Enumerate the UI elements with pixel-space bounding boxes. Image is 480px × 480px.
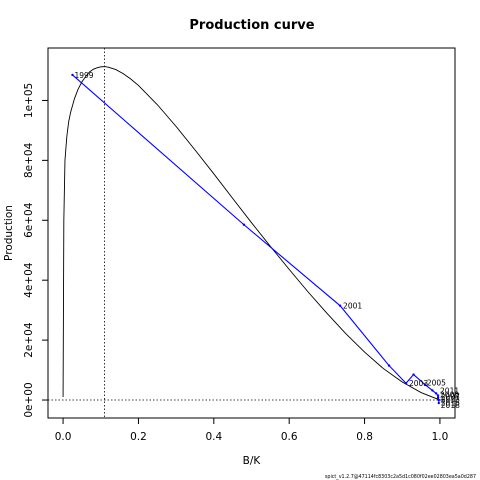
trajectory-point	[412, 373, 415, 376]
x-tick-label: 0.0	[55, 431, 72, 443]
footer-version: spict_v1.2.7@47114fc8303c2a5d1c080f02ee0…	[325, 474, 476, 480]
y-axis: 0e+00 2e+04 4e+04 6e+04 8e+04 1e+05	[23, 83, 48, 418]
trajectory-point	[436, 396, 440, 399]
trajectory-point	[404, 382, 408, 385]
trajectory-point	[387, 364, 391, 367]
reference-lines	[48, 48, 455, 418]
trajectory-point	[437, 398, 440, 402]
x-tick-label: 0.6	[281, 431, 298, 443]
y-tick-label: 2e+04	[23, 322, 35, 358]
point-label: 2003	[409, 379, 428, 388]
x-tick-label: 0.8	[356, 431, 373, 443]
chart-title: Production curve	[189, 18, 314, 33]
trajectory-point	[437, 401, 440, 405]
point-label: 2018	[441, 401, 460, 410]
x-axis-label: B/K	[243, 455, 262, 467]
plot-frame	[47, 47, 456, 419]
production-curve-line	[62, 66, 441, 401]
x-axis: 0.0 0.2 0.4 0.6 0.8 1.0	[55, 418, 449, 443]
trajectory-point	[71, 73, 74, 77]
trajectory-point	[242, 223, 246, 226]
y-tick-label: 4e+04	[23, 262, 35, 298]
point-label: 2013	[441, 395, 460, 404]
x-tick-label: 1.0	[432, 431, 449, 443]
y-tick-label: 6e+04	[23, 202, 35, 238]
y-axis-label: Production	[3, 205, 15, 261]
point-label: 2015	[441, 398, 460, 407]
trajectory-point	[436, 394, 440, 397]
y-tick-label: 0e+00	[23, 382, 35, 417]
point-label: 2007	[441, 393, 460, 402]
y-tick-label: 1e+05	[23, 83, 35, 118]
trajectory-point	[423, 383, 427, 386]
trajectory-point	[434, 392, 438, 395]
x-tick-label: 0.2	[130, 431, 147, 443]
point-label: 2011	[440, 386, 459, 395]
point-label: 1999	[74, 71, 93, 80]
series-layer	[62, 66, 441, 405]
x-tick-label: 0.4	[205, 431, 222, 443]
point-label: 2005	[427, 378, 446, 387]
y-tick-label: 8e+04	[23, 142, 35, 178]
trajectory-point	[431, 389, 434, 392]
point-label: 2001	[343, 302, 362, 311]
trajectory-point	[338, 304, 342, 307]
point-label: 2009	[440, 391, 459, 400]
